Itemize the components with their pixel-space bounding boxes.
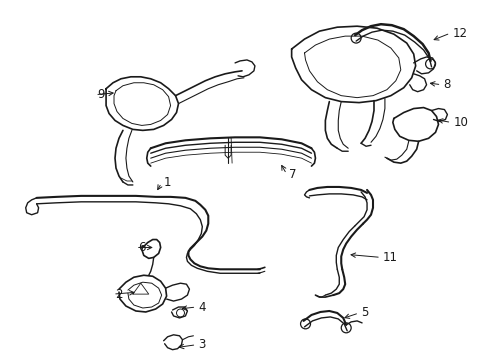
Text: 6: 6 [138,241,145,254]
Text: 9: 9 [97,88,104,101]
Text: 11: 11 [382,251,397,264]
Text: 12: 12 [451,27,467,40]
Text: 3: 3 [198,338,205,351]
Text: 8: 8 [443,78,450,91]
Text: 10: 10 [452,116,468,129]
Text: 7: 7 [288,167,296,181]
Text: 2: 2 [115,288,122,301]
Text: 5: 5 [360,306,368,319]
Text: 4: 4 [198,301,205,314]
Text: 1: 1 [163,176,171,189]
